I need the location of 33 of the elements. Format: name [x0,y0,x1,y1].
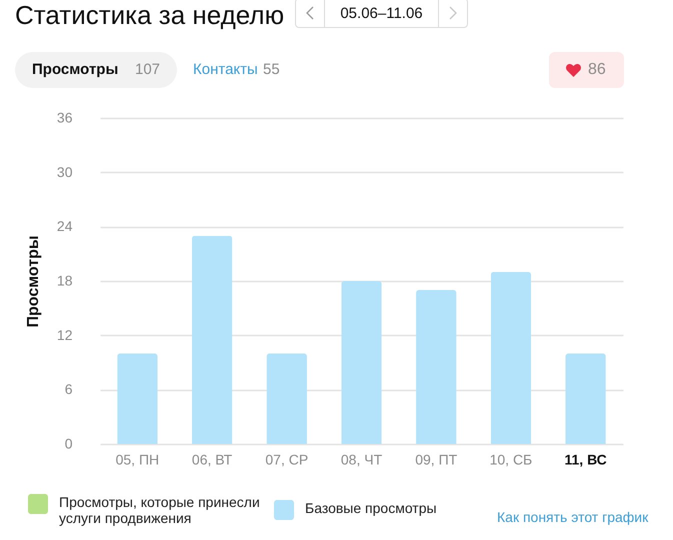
y-axis-title: Просмотры [24,235,42,328]
y-tick-label: 12 [56,326,73,343]
y-tick-label: 24 [56,218,73,234]
x-tick-label: 11, ВС [564,452,607,468]
x-tick-label: 09, ПТ [415,452,458,468]
bar [416,290,456,444]
text: Как понять этот график [497,508,648,526]
y-tick-label: 0 [64,436,73,452]
x-tick-label: 07, СР [265,452,308,468]
x-tick-label: 08, ЧТ [340,452,383,468]
x-tick-label: 05, ПН [116,452,160,468]
chart-subtitle: 05.06–11.06 [339,4,424,24]
y-tick-label: 6 [64,381,73,398]
text: Контакты [193,61,258,79]
legend-label: Базовые просмотры [305,500,437,516]
x-tick-label: 10, СБ [490,452,532,468]
bar [341,281,382,444]
bar [266,353,307,444]
y-tick-label: 36 [56,110,73,126]
y-tick-label: 18 [56,272,73,288]
bar [565,353,606,444]
bar [490,272,532,444]
bar [192,236,232,444]
text: 107 [135,61,160,79]
text: 55 [263,61,280,79]
text: Просмотры [32,61,118,79]
date-picker: 05.06–11.06 [295,0,468,28]
legend-label: Просмотры, которые принесли услуги продвижения [59,494,260,526]
text: 86 [588,61,606,79]
chart-title: Статистика за неделю [15,0,284,30]
bar [117,353,158,444]
x-tick-label: 06, ВТ [192,452,233,468]
y-tick-label: 30 [56,164,73,180]
